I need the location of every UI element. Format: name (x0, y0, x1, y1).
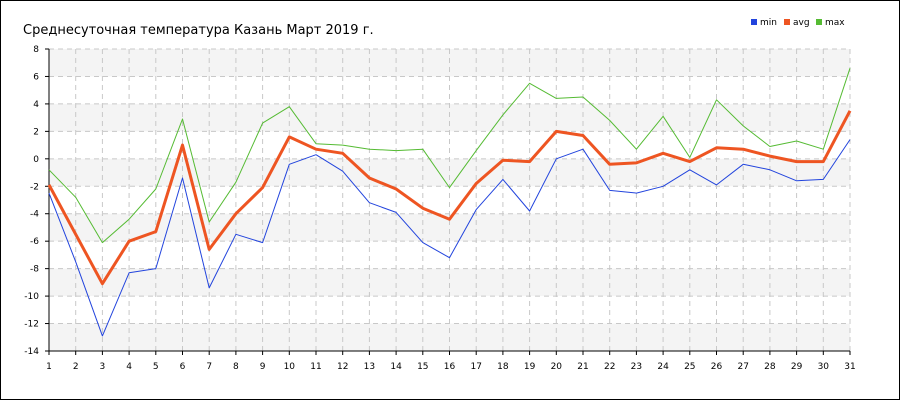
x-tick-label: 20 (551, 362, 563, 372)
x-tick-label: 4 (126, 362, 132, 372)
x-tick-label: 11 (310, 362, 321, 372)
legend: min avg max (751, 18, 845, 28)
series-line-max (48, 68, 851, 244)
x-tick-label: 8 (233, 362, 239, 372)
x-tick-label: 7 (206, 362, 212, 372)
y-tick-label: -10 (24, 292, 39, 302)
x-tick-label: 14 (390, 362, 402, 372)
plot-band (49, 268, 850, 297)
x-tick-label: 24 (657, 362, 669, 372)
y-tick-label: 4 (33, 100, 39, 110)
x-tick-label: 29 (791, 362, 803, 372)
y-axis-ticks: -14 -12 -10 -8 -6 -4 -2 0 2 4 6 8 (24, 45, 49, 357)
x-axis-ticks: 1 2 3 4 5 6 7 8 9 10 11 12 13 14 15 16 17 18 19 20 21 22 23 24 2… (46, 351, 856, 372)
legend-swatch-avg (784, 19, 790, 25)
y-tick-label: -6 (30, 237, 39, 247)
legend-swatch-max (816, 19, 822, 25)
legend-label-min: min (760, 18, 777, 28)
y-tick-label: 2 (33, 127, 39, 137)
y-tick-label: -4 (30, 210, 39, 220)
x-tick-label: 10 (284, 362, 296, 372)
x-tick-label: 9 (260, 362, 266, 372)
series-lines (47, 68, 852, 337)
x-tick-label: 18 (497, 362, 509, 372)
y-tick-label: -8 (30, 265, 39, 275)
y-tick-label: -2 (30, 182, 39, 192)
x-tick-label: 31 (844, 362, 855, 372)
legend-label-max: max (825, 18, 845, 28)
y-tick-label: 0 (33, 155, 39, 165)
x-tick-label: 3 (100, 362, 106, 372)
x-tick-label: 28 (764, 362, 776, 372)
x-tick-label: 19 (524, 362, 536, 372)
y-tick-label: 8 (33, 45, 39, 55)
plot-band (49, 158, 850, 187)
x-tick-label: 12 (337, 362, 348, 372)
series-line-avg (47, 110, 852, 286)
plot-grid (48, 48, 851, 352)
x-tick-label: 23 (631, 362, 642, 372)
x-tick-label: 5 (153, 362, 159, 372)
x-tick-label: 15 (417, 362, 428, 372)
legend-label-avg: avg (793, 18, 810, 28)
y-tick-label: -14 (24, 347, 39, 357)
series-line-min (48, 139, 851, 337)
x-tick-label: 2 (73, 362, 79, 372)
x-tick-label: 21 (577, 362, 588, 372)
x-tick-label: 16 (444, 362, 456, 372)
x-tick-label: 25 (684, 362, 695, 372)
x-tick-label: 26 (711, 362, 723, 372)
chart-title: Среднесуточная температура Казань Март 2… (23, 23, 374, 38)
x-tick-label: 27 (737, 362, 748, 372)
x-tick-label: 6 (180, 362, 186, 372)
x-tick-label: 22 (604, 362, 615, 372)
x-tick-label: 1 (46, 362, 52, 372)
x-tick-label: 17 (470, 362, 481, 372)
y-tick-label: -12 (24, 320, 39, 330)
y-tick-label: 6 (33, 72, 39, 82)
x-tick-label: 13 (364, 362, 375, 372)
legend-swatch-min (751, 19, 757, 25)
plot-band (49, 103, 850, 132)
x-tick-label: 30 (818, 362, 830, 372)
